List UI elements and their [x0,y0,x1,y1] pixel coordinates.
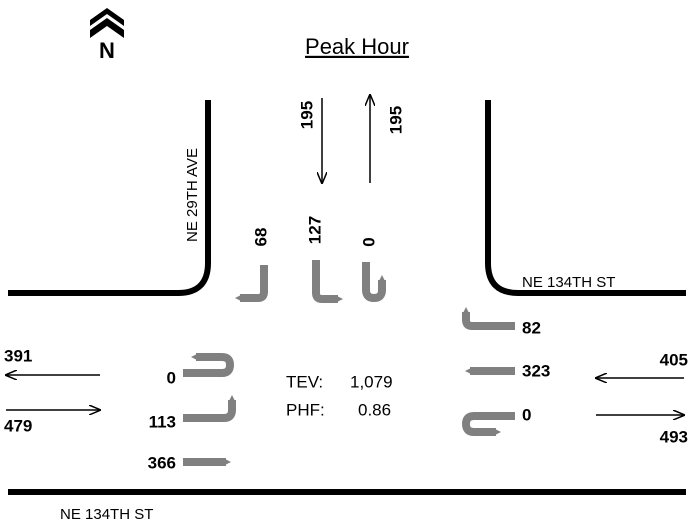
summary-value: 0.86 [358,400,391,419]
volume: 366 [148,453,176,472]
curb [8,100,211,296]
summary-value: 1,079 [350,372,393,391]
volume: 493 [660,427,688,446]
north-label: N [99,38,115,63]
volume: 0 [359,237,378,246]
turn-arrow [462,307,515,330]
volume: 405 [660,350,688,369]
volume: 0 [167,368,176,387]
turn-arrow [183,353,234,377]
turn-arrow [462,412,515,436]
volume: 391 [4,346,32,365]
volume: 127 [305,216,324,244]
turn-arrow [362,262,386,302]
summary-label: PHF: [286,400,325,419]
north-chevron [90,8,124,38]
street-name: NE 134TH ST [522,274,615,291]
volume: 479 [4,416,32,435]
title: Peak Hour [305,34,409,59]
street-name: NE 29TH AVE [184,148,201,242]
volume: 195 [297,101,316,129]
volume: 68 [251,228,270,247]
summary-label: TEV: [286,372,323,391]
volume: 113 [149,412,176,431]
volume: 195 [386,106,405,134]
turn-arrow [235,265,268,302]
volume: 323 [522,361,550,380]
street-name: NE 134TH ST [60,506,153,523]
curb [485,100,686,296]
volume: 0 [522,405,531,424]
volume: 82 [522,318,541,337]
turn-arrow [183,395,236,422]
turn-arrow [312,260,343,303]
